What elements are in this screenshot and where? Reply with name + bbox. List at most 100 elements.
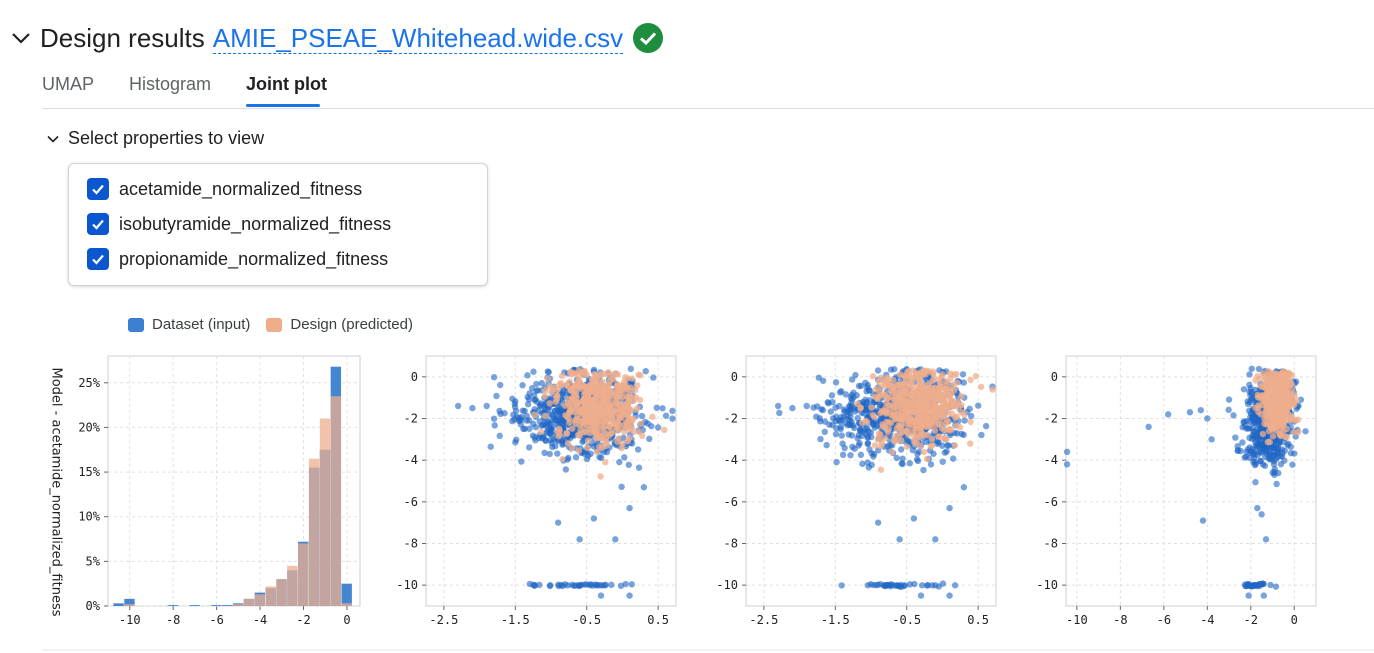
tab-histogram[interactable]: Histogram (129, 74, 212, 94)
x-tick-label: -6 (209, 613, 223, 627)
design-point (594, 434, 602, 442)
dataset-point (838, 432, 845, 439)
properties-toggle[interactable]: Select properties to view (46, 128, 264, 149)
design-point (1276, 380, 1283, 388)
design-point (947, 375, 954, 382)
y-tick-label: -6 (404, 495, 418, 509)
dataset-point (930, 450, 937, 457)
dataset-point (844, 415, 852, 423)
x-tick-label: -8 (166, 613, 180, 627)
dataset-point (538, 379, 545, 387)
histogram-plot: -10 -8 -6 -4 -2 0 0% 5% 10% 15% 20% 25% (64, 340, 374, 640)
dataset-point (1252, 478, 1259, 486)
legend-item-dataset[interactable]: Dataset (input) (128, 316, 250, 333)
dataset-point (1246, 444, 1254, 451)
design-point (586, 395, 594, 403)
dataset-point (865, 386, 873, 394)
checkbox-checked-icon[interactable] (87, 213, 109, 235)
dataset-point (597, 592, 605, 599)
dataset-point (841, 406, 848, 413)
dataset-point (454, 402, 462, 410)
dataset-point (669, 415, 676, 422)
file-name-link[interactable]: AMIE_PSEAE_Whitehead.wide.csv (212, 22, 624, 54)
dataset-point (906, 460, 914, 467)
dataset-point (839, 451, 847, 459)
dataset-point (935, 583, 943, 590)
design-point (869, 373, 877, 380)
dataset-point (659, 405, 666, 412)
joint-scatter-plot-3: -10 -8 -6 -4 -2 0 0 -2 -4 -6 -8 -10 (1020, 340, 1330, 640)
dataset-point (847, 405, 854, 413)
design-point (953, 413, 961, 420)
dataset-point (1197, 406, 1204, 414)
design-point (967, 376, 974, 384)
y-tick-label: -4 (404, 453, 418, 467)
checkbox-checked-icon[interactable] (87, 248, 109, 270)
y-tick-label: 0% (86, 599, 101, 613)
property-item[interactable]: acetamide_normalized_fitness (87, 178, 362, 200)
dataset-point (556, 417, 564, 425)
design-point (854, 400, 861, 408)
x-tick-label: -6 (1157, 613, 1171, 627)
design-point (916, 433, 923, 441)
design-point (1262, 407, 1269, 415)
design-point (1271, 370, 1278, 377)
design-point (901, 382, 908, 390)
design-point (912, 389, 919, 396)
dataset-point (1272, 456, 1280, 463)
y-tick-label: 25% (78, 376, 100, 390)
x-tick-label: -0.5 (892, 613, 921, 627)
design-point (562, 412, 569, 419)
design-point (572, 370, 580, 377)
dataset-point (1245, 592, 1252, 599)
dataset-point (1252, 445, 1260, 452)
dataset-point (1255, 418, 1262, 425)
property-item[interactable]: propionamide_normalized_fitness (87, 248, 388, 270)
design-point (895, 395, 903, 403)
design-point (874, 436, 881, 443)
design-point (1269, 409, 1277, 416)
design-point (877, 466, 885, 473)
dataset-point (899, 460, 906, 468)
dataset-point (857, 426, 864, 433)
design-point (618, 382, 626, 389)
dataset-point (959, 371, 967, 378)
chevron-down-icon[interactable] (10, 27, 32, 49)
design-point (896, 431, 904, 438)
y-tick-label: 20% (78, 420, 100, 434)
design-point (574, 408, 582, 415)
x-tick-label: -10 (119, 613, 141, 627)
checkbox-checked-icon[interactable] (87, 178, 109, 200)
dataset-bar (167, 605, 179, 606)
dataset-point (829, 415, 837, 422)
dataset-point (554, 519, 562, 526)
design-point (927, 443, 935, 450)
tab-umap[interactable]: UMAP (42, 74, 95, 94)
dataset-point (1259, 461, 1267, 468)
dataset-point (1246, 371, 1253, 378)
design-point (1271, 420, 1279, 427)
design-point (593, 448, 601, 456)
design-point (624, 411, 631, 418)
design-bar (254, 594, 265, 606)
dataset-point (640, 484, 648, 491)
dataset-point (1234, 447, 1241, 455)
legend-label: Design (predicted) (290, 316, 413, 333)
design-point (1285, 411, 1292, 418)
design-point (1294, 416, 1302, 423)
dataset-point (845, 431, 852, 438)
design-point (626, 390, 633, 397)
property-item[interactable]: isobutyramide_normalized_fitness (87, 213, 391, 235)
dataset-point (546, 582, 554, 590)
dataset-point (559, 437, 566, 444)
joint-scatter-plot-2: -2.5 -1.5 -0.5 0.5 0 -2 -4 -6 -8 -10 (700, 340, 1010, 640)
design-point (617, 413, 624, 421)
legend-item-design[interactable]: Design (predicted) (266, 316, 413, 333)
tab-joint-plot[interactable]: Joint plot (246, 74, 327, 94)
dataset-point (848, 376, 856, 383)
design-point (928, 422, 935, 429)
design-point (1281, 383, 1288, 390)
dataset-point (587, 450, 594, 457)
dataset-point (547, 417, 555, 425)
dataset-point (927, 461, 935, 468)
